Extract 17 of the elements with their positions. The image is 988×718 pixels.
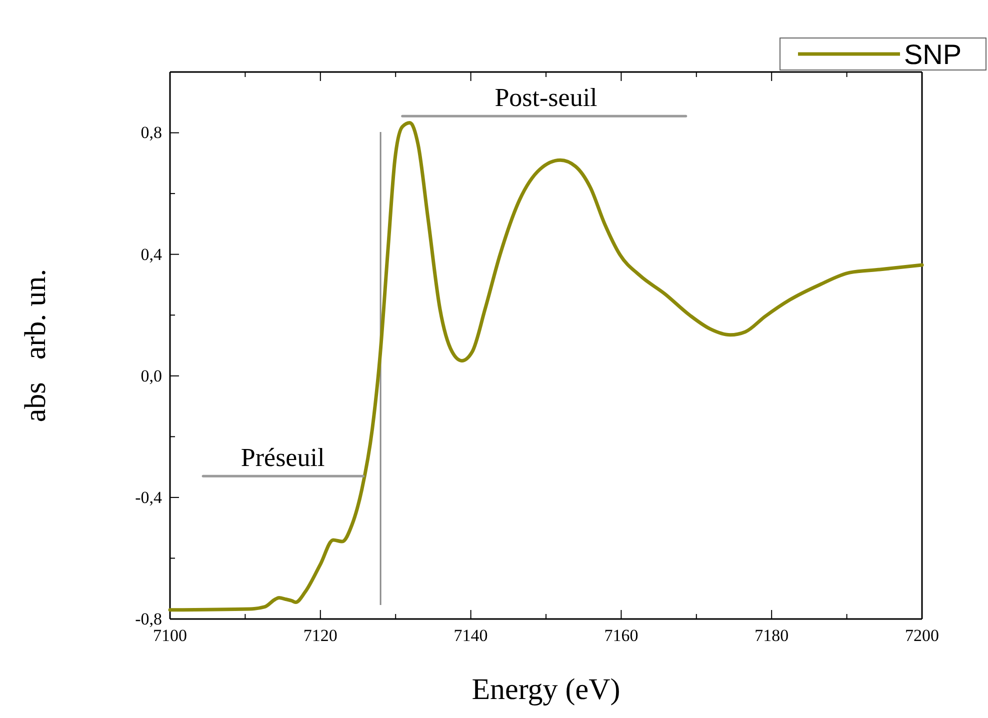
y-tick-label: -0,8	[135, 609, 162, 628]
x-tick-label: 7140	[454, 626, 488, 646]
x-tick-label: 7180	[754, 626, 789, 646]
y-tick-label: 0,4	[140, 244, 162, 264]
x-tick-label: 7120	[303, 626, 338, 646]
x-tick-label: 7100	[153, 626, 187, 646]
y-axis-title: abs arb. un.	[19, 268, 52, 422]
legend-label: SNP	[904, 39, 962, 70]
annotation: Préseuil	[240, 443, 325, 472]
y-tick-label: 0,0	[140, 366, 162, 386]
annotation: Post-seuil	[494, 83, 598, 112]
line-series	[168, 121, 924, 612]
x-tick-label: 7160	[604, 626, 638, 646]
y-tick-label: 0,8	[140, 123, 162, 142]
y-tick-label: -0,4	[135, 488, 162, 507]
x-axis-title: Energy (eV)	[472, 673, 620, 706]
x-tick-label: 7200	[905, 626, 939, 646]
